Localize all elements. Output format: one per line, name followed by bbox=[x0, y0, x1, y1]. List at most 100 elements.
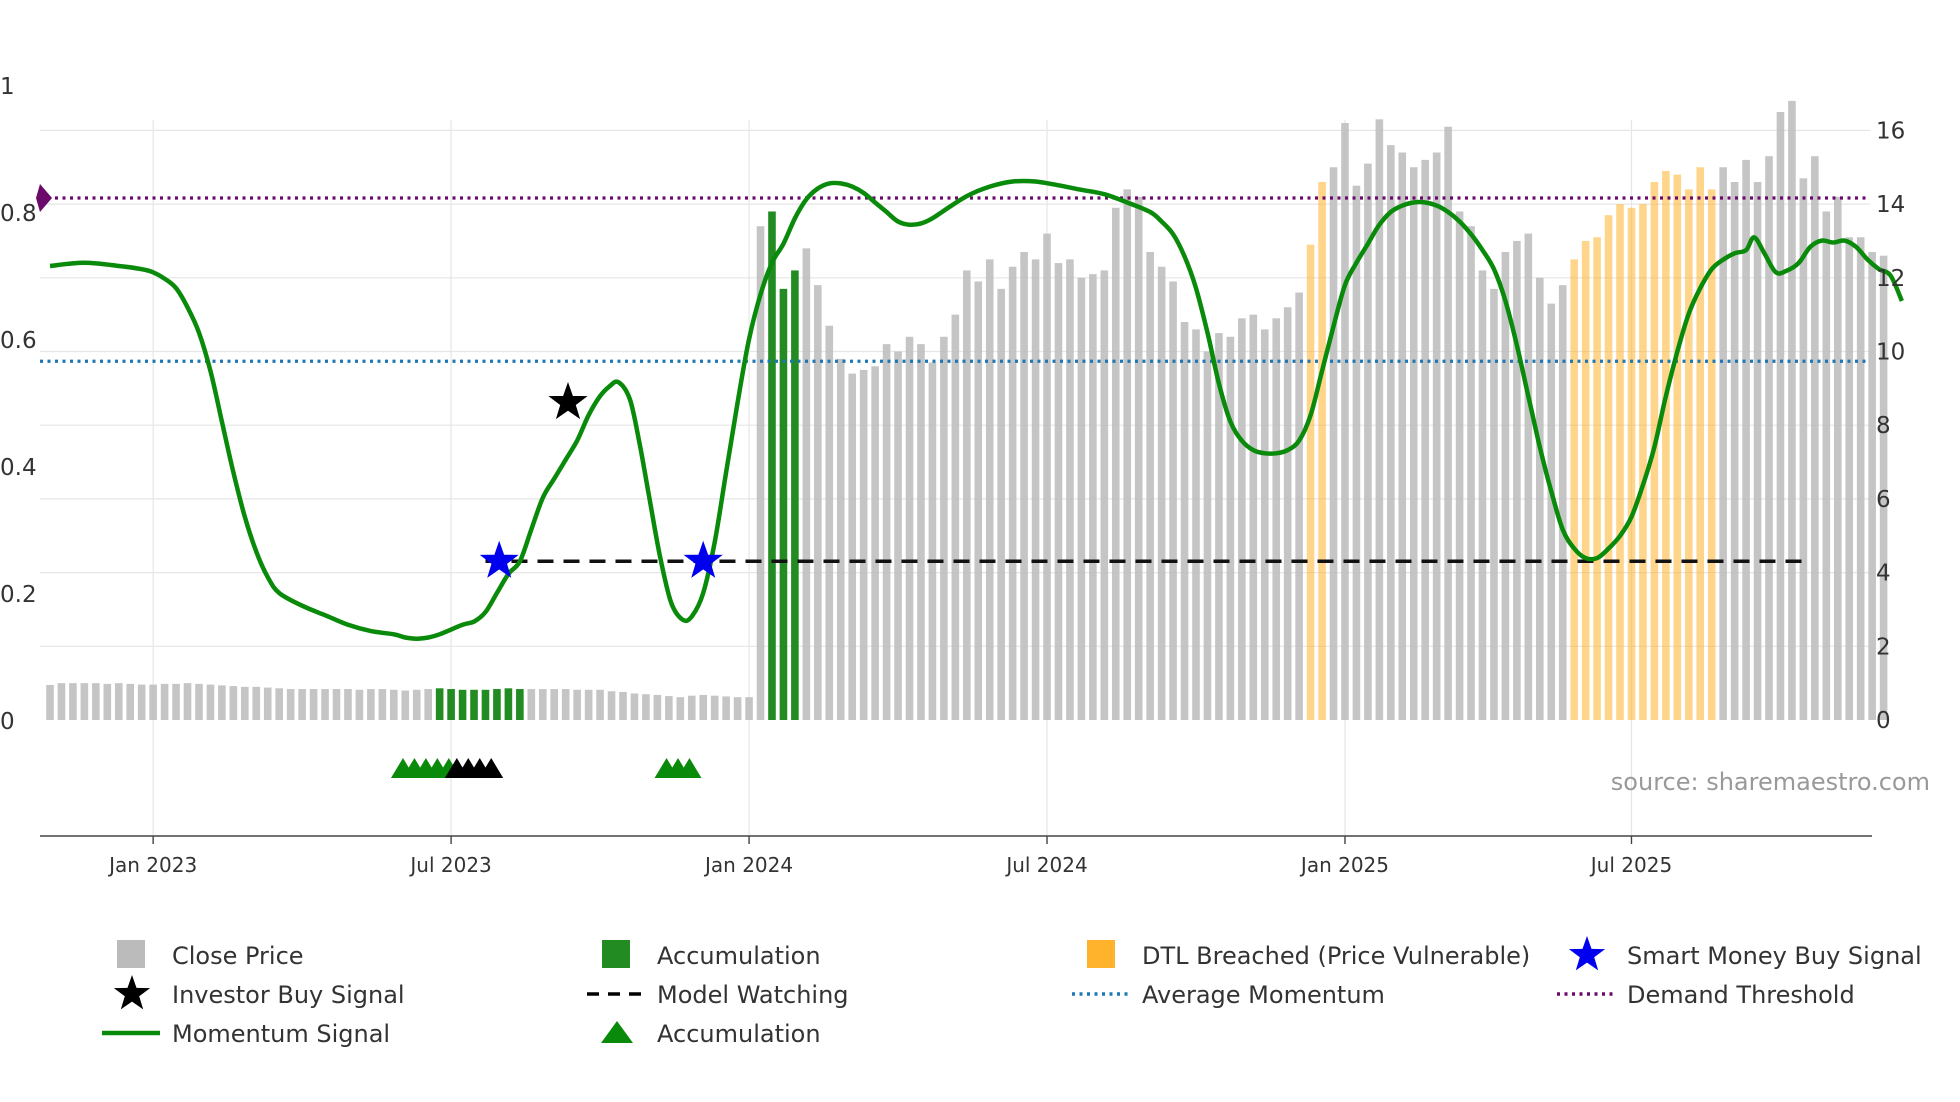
close-price-bar bbox=[1272, 318, 1281, 720]
close-price-bar bbox=[1375, 119, 1384, 721]
close-price-bar bbox=[160, 683, 169, 720]
close-price-bar bbox=[814, 285, 822, 720]
close-price-bar bbox=[1123, 189, 1132, 721]
close-price-bar bbox=[584, 689, 593, 720]
accumulation-bar bbox=[470, 689, 478, 720]
close-price-bar bbox=[1799, 178, 1808, 721]
close-price-bars bbox=[46, 100, 1888, 721]
dtl-breached-bar bbox=[1696, 167, 1705, 720]
source-label: source: sharemaestro.com bbox=[1611, 768, 1930, 796]
close-price-bar bbox=[917, 344, 925, 720]
close-price-bar bbox=[848, 373, 856, 720]
close-price-bar bbox=[997, 288, 1005, 720]
close-price-bar bbox=[561, 689, 570, 720]
close-price-bar bbox=[710, 695, 719, 720]
close-price-bar bbox=[126, 683, 135, 720]
legend-label: Model Watching bbox=[657, 981, 849, 1009]
close-price-bar bbox=[378, 689, 387, 720]
close-price-bar bbox=[1868, 252, 1876, 720]
dtl-breached-bar bbox=[1593, 237, 1601, 720]
close-price-bar bbox=[1238, 318, 1246, 720]
close-price-bar bbox=[653, 694, 662, 720]
close-price-bar bbox=[573, 689, 581, 720]
close-price-bar bbox=[1432, 152, 1441, 720]
close-price-bar bbox=[699, 694, 708, 720]
close-price-bar bbox=[1192, 329, 1200, 720]
legend-item-model-watching: Model Watching bbox=[587, 981, 849, 1009]
right-tick-label: 16 bbox=[1876, 118, 1905, 144]
legend-label: Accumulation bbox=[657, 1020, 821, 1048]
right-tick-label: 6 bbox=[1876, 487, 1891, 513]
accumulation-bar bbox=[504, 688, 513, 720]
close-price-bar bbox=[974, 281, 983, 720]
close-price-bar bbox=[1387, 145, 1395, 720]
legend-item-investor: Investor Buy Signal bbox=[113, 975, 405, 1010]
right-tick-label: 0 bbox=[1876, 708, 1891, 734]
legend-label: DTL Breached (Price Vulnerable) bbox=[1142, 942, 1530, 970]
legend: Close Price Accumulation DTL Breached (Pri… bbox=[102, 936, 1922, 1048]
close-price-bar bbox=[137, 684, 146, 720]
accumulation-bar bbox=[435, 688, 444, 720]
close-price-bar bbox=[1169, 281, 1177, 720]
close-price-bar bbox=[355, 689, 364, 720]
close-price-bar bbox=[309, 689, 318, 720]
demand-threshold-marker bbox=[36, 184, 52, 213]
close-price-bar bbox=[940, 336, 948, 720]
close-price-bar bbox=[229, 686, 238, 720]
close-price-bar bbox=[1467, 226, 1475, 720]
close-price-bar bbox=[1730, 181, 1739, 721]
close-price-bar bbox=[103, 683, 112, 720]
close-price-bar bbox=[1020, 252, 1028, 720]
close-price-bar bbox=[1215, 333, 1223, 720]
close-price-bar bbox=[1329, 167, 1338, 720]
close-price-bar bbox=[424, 689, 432, 720]
dtl-breached-bar bbox=[1627, 207, 1636, 720]
close-price-bar bbox=[263, 687, 272, 720]
close-price-bar bbox=[390, 689, 398, 720]
right-tick-label: 4 bbox=[1876, 561, 1891, 587]
accumulation-bar bbox=[458, 689, 467, 720]
close-price-bar bbox=[1043, 233, 1051, 720]
close-price-bar bbox=[550, 689, 559, 720]
close-price-bar bbox=[665, 696, 673, 720]
close-price-bar bbox=[607, 691, 616, 720]
close-price-bar bbox=[745, 697, 753, 720]
close-price-bar bbox=[1444, 126, 1452, 720]
close-price-bar bbox=[642, 694, 650, 720]
momentum-signal-line bbox=[49, 178, 1904, 641]
x-tick-label: Jul 2024 bbox=[1004, 853, 1087, 877]
close-price-bar bbox=[1742, 159, 1750, 720]
close-price-bar bbox=[1157, 266, 1166, 720]
close-price-bar bbox=[1524, 233, 1533, 720]
accumulation-bar bbox=[493, 689, 501, 720]
close-price-bar bbox=[1111, 207, 1120, 720]
close-price-bar bbox=[1008, 266, 1017, 720]
right-tick-label: 14 bbox=[1876, 192, 1905, 218]
close-price-bar bbox=[367, 689, 375, 720]
accumulation-marker bbox=[677, 758, 702, 778]
legend-label: Demand Threshold bbox=[1627, 981, 1855, 1009]
left-tick-label: 0.8 bbox=[0, 201, 37, 227]
close-price-bar bbox=[1226, 336, 1235, 720]
close-price-bar bbox=[57, 683, 66, 720]
close-price-bar bbox=[206, 684, 215, 720]
close-price-bar bbox=[1513, 240, 1521, 720]
close-price-bar bbox=[963, 270, 971, 720]
close-price-bar bbox=[687, 695, 696, 720]
close-price-bar bbox=[1776, 111, 1785, 721]
legend-swatch bbox=[602, 940, 630, 968]
buy-signals bbox=[390, 381, 723, 778]
close-price-bar bbox=[92, 683, 100, 720]
investor-buy-signal bbox=[548, 381, 588, 420]
close-price-bar bbox=[1455, 211, 1464, 720]
close-price-bar bbox=[195, 683, 203, 720]
close-price-bar bbox=[1031, 259, 1040, 721]
legend-label: Accumulation bbox=[657, 942, 821, 970]
left-tick-label: 0 bbox=[0, 709, 15, 735]
close-price-bar bbox=[1249, 314, 1258, 720]
accumulation-bar bbox=[779, 288, 788, 720]
dtl-breached-bar bbox=[1684, 189, 1693, 721]
close-price-bar bbox=[1100, 270, 1109, 720]
close-price-bar bbox=[1341, 123, 1349, 720]
